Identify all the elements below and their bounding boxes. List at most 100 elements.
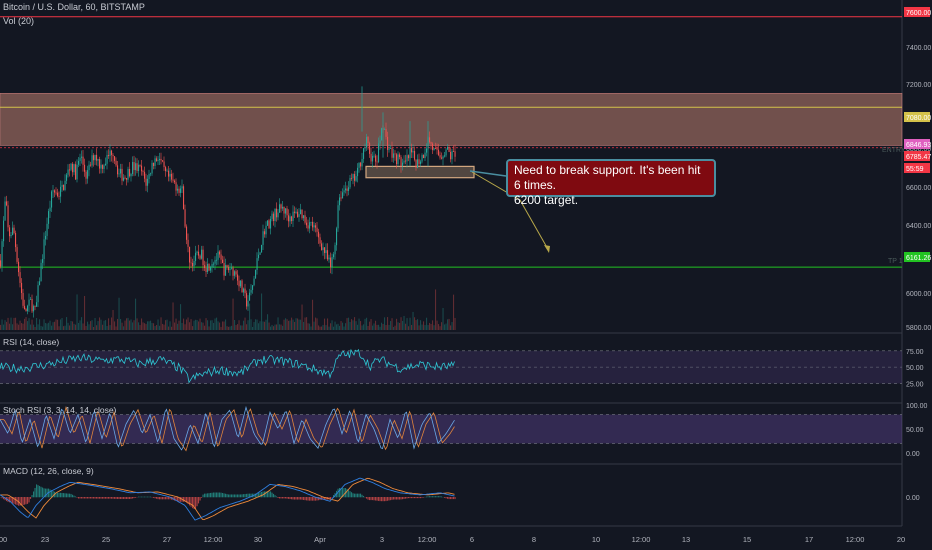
candle-body [1, 241, 3, 267]
candle-body [226, 265, 228, 267]
volume-bar [85, 325, 87, 330]
candle-body [243, 288, 245, 293]
volume-bar [213, 322, 215, 330]
macd-histogram-bar [198, 497, 200, 504]
candle-body [285, 208, 287, 214]
volume-bar [121, 322, 123, 330]
macd-histogram-bar [40, 486, 42, 498]
macd-histogram-bar [27, 497, 29, 504]
volume-bar [189, 322, 191, 330]
candle-body [331, 257, 333, 268]
macd-histogram-bar [102, 497, 104, 499]
volume-bar [331, 320, 333, 330]
volume-bar [204, 325, 206, 330]
macd-histogram-bar [265, 491, 267, 498]
symbol-title[interactable]: Bitcoin / U.S. Dollar, 60, BITSTAMP [3, 2, 145, 12]
macd-histogram-bar [393, 497, 395, 500]
volume-bar [43, 319, 45, 330]
rsi-label[interactable]: RSI (14, close) [3, 337, 60, 347]
candle-body [3, 220, 5, 242]
macd-histogram-bar [156, 497, 158, 499]
macd-histogram-bar [33, 491, 35, 498]
candle-body [202, 249, 204, 266]
volume-bar [133, 320, 135, 330]
candle-body [267, 220, 269, 226]
candle-body [312, 221, 314, 228]
macd-histogram-bar [384, 497, 386, 502]
volume-bar [222, 321, 224, 330]
projection-arrow[interactable] [471, 171, 550, 253]
macd-histogram-bar [412, 497, 414, 499]
candle-body [424, 152, 426, 159]
candle-body [271, 213, 273, 219]
volume-bar [102, 324, 104, 330]
price-tick-label: 7400.00 [906, 45, 931, 52]
candle-body [396, 154, 398, 165]
annotation-callout[interactable]: Need to break support. It's been hit 6 t… [506, 159, 716, 207]
macd-histogram-bar [124, 497, 126, 499]
candle-body [60, 186, 62, 197]
macd-histogram-bar [307, 497, 309, 501]
time-tick-label: 17 [805, 535, 813, 544]
volume-bar [153, 323, 155, 330]
price-tag [904, 112, 930, 122]
candle-body [105, 163, 107, 166]
price-axis[interactable]: 7400.00 7200.00 6800.00 6600.00 6400.00 6000.… [904, 7, 931, 502]
candle-body [76, 164, 78, 180]
candle-body [103, 165, 105, 169]
candle-body [49, 207, 51, 212]
candle-body [46, 223, 48, 236]
volume-bar [136, 318, 138, 330]
macd-histogram-bar [84, 497, 86, 499]
stoch-rsi-label[interactable]: Stoch RSI (3, 3, 14, 14, close) [3, 405, 117, 415]
candle-body [99, 159, 101, 169]
macd-histogram-bar [217, 492, 219, 498]
macd-label[interactable]: MACD (12, 26, close, 9) [3, 466, 94, 476]
support-box[interactable] [365, 165, 475, 179]
candle-body [435, 148, 437, 149]
candle-body [399, 154, 401, 157]
price-tag-label: 6785.47 [906, 154, 931, 161]
candle-body [357, 167, 359, 177]
candle-body [295, 211, 297, 213]
macd-histogram-bar [13, 497, 15, 504]
macd-histogram-bar [202, 494, 204, 498]
candle-body [369, 143, 371, 154]
candle-body [297, 211, 299, 217]
volume-label[interactable]: Vol (20) [3, 16, 35, 26]
indicator-level-label: 100.00 [906, 403, 928, 410]
candle-body [121, 168, 123, 181]
macd-histogram-bar [108, 497, 110, 499]
candle-body [64, 180, 66, 190]
volume-bar [165, 320, 167, 330]
macd-histogram-bar [184, 497, 186, 502]
volume-bar [58, 326, 60, 330]
volume-bar [435, 289, 437, 330]
volume-bar [295, 318, 297, 330]
candle-body [348, 187, 350, 191]
volume-bar [51, 325, 53, 330]
volume-bar [15, 317, 17, 330]
macd-histogram-bar [352, 493, 354, 498]
volume-bar [306, 317, 308, 330]
volume-bar [436, 320, 438, 330]
volume-bar [166, 319, 168, 330]
volume-bar [298, 319, 300, 330]
macd-histogram-bar [414, 497, 416, 499]
stoch-k-line [0, 405, 455, 451]
macd-histogram-bar [57, 492, 59, 498]
volume-bar [366, 317, 368, 330]
macd-histogram-bar [222, 493, 224, 498]
candle-body [220, 254, 222, 260]
time-tick-label: Apr [314, 535, 326, 544]
macd-histogram-bar [25, 497, 27, 505]
price-tag-label: 6846.93 [906, 142, 931, 149]
candle-body [418, 159, 420, 164]
time-axis[interactable]: 00 23 25 27 12:00 30 Apr 3 12:00 6 8 10 12:00 13 15 17 1… [0, 535, 905, 544]
macd-histogram-bar [267, 491, 269, 498]
resistance-zone[interactable] [0, 93, 903, 146]
volume-bar [427, 324, 429, 330]
candle-body [304, 215, 306, 223]
candle-body [208, 263, 210, 271]
